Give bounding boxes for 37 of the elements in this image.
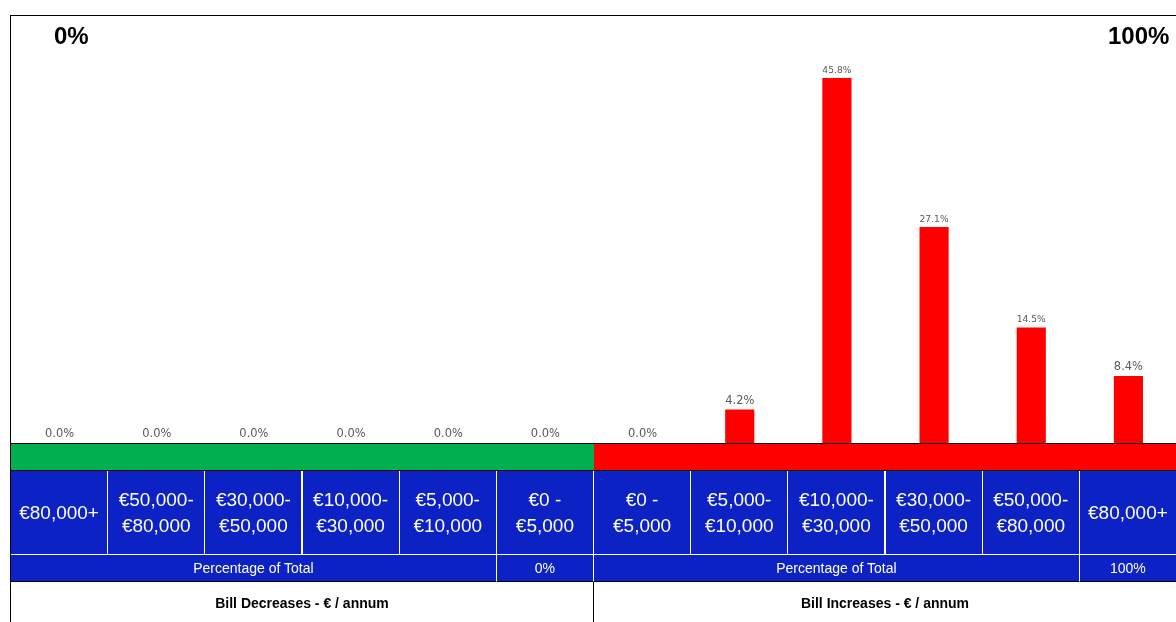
x-tick-label: €30,000-€50,000	[885, 471, 983, 554]
bar	[1016, 327, 1046, 443]
bar	[1113, 376, 1143, 443]
data-label: 0.0%	[45, 426, 75, 441]
data-label: 8.4%	[1113, 359, 1144, 374]
x-tick-label: €50,000-€80,000	[108, 471, 206, 554]
text: Bill Increases - € / annum	[594, 582, 1176, 622]
x-tick-label: €80,000+	[11, 471, 109, 554]
text: 0%	[54, 22, 89, 49]
x-tick-label: €50,000-€80,000	[982, 471, 1080, 554]
bar	[919, 227, 949, 443]
data-label: 0.0%	[530, 426, 561, 441]
text: Percentage of Total	[11, 554, 497, 582]
x-tick-label: €30,000-€50,000	[205, 471, 303, 554]
text: 0%	[496, 554, 594, 582]
data-label: 14.5%	[1016, 313, 1047, 325]
x-tick-label: €0 - €5,000	[594, 471, 692, 554]
data-label: 0.0%	[433, 426, 463, 441]
data-label: 0.0%	[336, 426, 366, 441]
text: Bill Decreases - € / annum	[11, 582, 594, 622]
data-label: 45.8%	[822, 63, 852, 75]
x-tick-label: €80,000+	[1079, 471, 1176, 554]
text: Percentage of Total	[594, 554, 1080, 582]
bar	[822, 78, 852, 443]
text: 100%	[1079, 554, 1176, 582]
bar	[725, 409, 755, 443]
x-tick-label: €5,000-€10,000	[399, 471, 497, 554]
data-label: 4.2%	[725, 392, 755, 407]
x-tick-label: €0 - €5,000	[496, 471, 594, 554]
data-label: 0.0%	[628, 426, 658, 441]
x-tick-label: €10,000-€30,000	[788, 471, 886, 554]
x-tick-label: €5,000-€10,000	[691, 471, 789, 554]
text: 100%	[1108, 22, 1170, 49]
x-tick-label: €10,000-€30,000	[302, 471, 400, 554]
data-label: 0.0%	[142, 426, 172, 441]
data-label: 27.1%	[919, 212, 949, 224]
data-label: 0.0%	[239, 426, 269, 441]
